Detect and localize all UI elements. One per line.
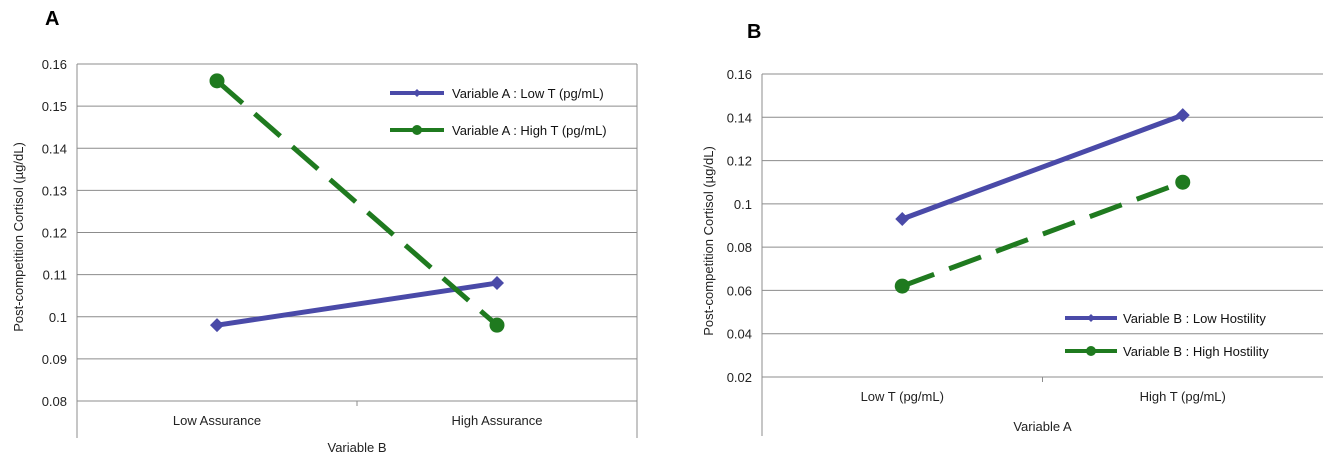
panel-b-y-tick-label: 0.04 [727,327,752,342]
panel-b-y-tick-label: 0.16 [727,67,752,82]
panel-a-legend-marker [412,125,422,135]
panel-b-y-tick-label: 0.1 [734,197,752,212]
panel-b-series-1-point [1175,108,1190,123]
panel-b-y-tick-label: 0.06 [727,283,752,298]
panel-b-y-tick-label: 0.02 [727,370,752,385]
panel-a-legend: Variable A : Low T (pg/mL) Variable A : H… [390,86,607,138]
panel-a-y-tick-label: 0.16 [42,57,67,72]
panel-b-y-tick-label: 0.14 [727,110,752,125]
panel-b-x-axis-title: Variable A [1013,419,1072,434]
panel-b-series-2-line [901,179,1184,289]
panel-a-legend-label: Variable A : Low T (pg/mL) [452,86,604,101]
panel-a-y-tick-label: 0.14 [42,141,67,156]
panel-b-series-2 [894,174,1191,294]
panel-b-series-2-point [1175,174,1191,190]
panel-a-legend-label: Variable A : High T (pg/mL) [452,123,607,138]
panel-a-series-1 [210,276,504,333]
panel-b-legend: Variable B : Low Hostility Variable B : H… [1065,311,1269,359]
panel-a-y-tick-label: 0.1 [49,310,67,325]
panel-a-y-tick-label: 0.11 [43,268,67,283]
panel-a-x-tick-label: Low Assurance [173,413,261,428]
panel-b-x-tick-label: Low T (pg/mL) [861,389,944,404]
panel-b-legend-label: Variable B : Low Hostility [1123,311,1266,326]
panel-b-y-axis-title: Post-competition Cortisol (µg/dL) [701,146,716,336]
panel-b-series-1 [895,108,1190,227]
panel-a-y-tick-label: 0.12 [42,226,67,241]
chart-panel-a: A 0.08 0.09 0.1 0.11 0.12 0.13 0.14 0.15 0.16 Low … [11,8,638,455]
panel-a-y-axis-title: Post-competition Cortisol (µg/dL) [11,142,26,332]
panel-a-series-2-point [209,73,225,89]
panel-a-y-tick-label: 0.13 [42,183,67,198]
panel-a-series-1-point [490,276,504,291]
panel-a-y-tick-label: 0.09 [42,352,67,367]
panel-a-x-axis-title: Variable B [327,440,386,455]
panel-b-series-1-line [901,112,1184,222]
panel-b-legend-marker [1087,314,1095,322]
panel-a-x-tick-label: High Assurance [451,413,542,428]
panel-a-legend-marker [413,89,421,97]
panel-b-x-tick-label: High T (pg/mL) [1140,389,1226,404]
panel-a-series-2-line [215,78,499,328]
panel-b-legend-marker [1086,346,1096,356]
panel-a-series-1-point [210,318,224,333]
panel-b-series-1-point [895,212,910,227]
panel-b-series-2-point [894,278,910,294]
panel-a-y-tick-label: 0.15 [42,99,67,114]
panel-a-label: A [45,8,59,30]
panel-b-label: B [747,21,761,43]
panel-b-y-tick-label: 0.12 [727,154,752,169]
panel-b-legend-label: Variable B : High Hostility [1123,344,1269,359]
panel-a-series-2-point [489,317,505,333]
panel-b-y-tick-label: 0.08 [727,240,752,255]
panel-a-series-1-line [216,280,498,328]
panel-a-y-tick-label: 0.08 [42,394,67,409]
chart-panel-b: B 0.02 0.04 0.06 0.08 0.1 0.12 0.14 0.16 Low T (p… [701,21,1323,436]
panel-a-series-2 [209,73,505,333]
